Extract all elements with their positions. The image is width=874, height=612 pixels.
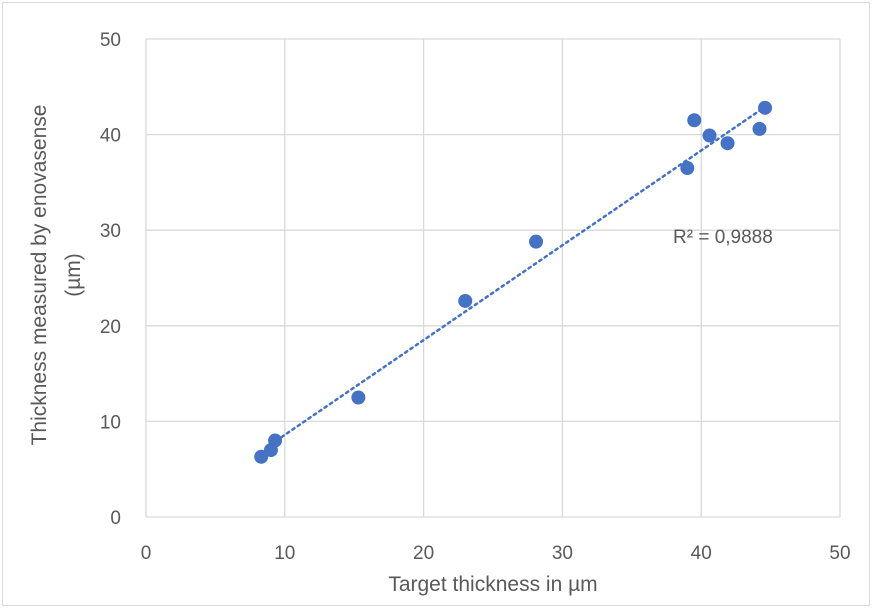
data-point [702,128,717,143]
data-point [529,234,544,249]
x-tick-label: 20 [413,543,434,564]
x-tick-label: 30 [552,543,573,564]
scatter-chart: 0 10 20 30 40 50 0 10 20 30 40 50 R² = 0,9888 Targe… [28,30,851,596]
data-point [752,121,767,136]
data-point [458,293,473,308]
y-tick-label: 10 [100,412,121,433]
x-axis-title: Target thickness in µm [388,573,597,596]
data-point [687,113,702,128]
x-tick-label: 0 [141,543,152,564]
data-point [351,390,366,405]
y-tick-label: 30 [100,221,121,242]
trendline-layer [269,105,767,446]
y-tick-label: 50 [100,30,121,51]
linear-trendline [269,105,767,446]
r-squared-annotation: R² = 0,9888 [673,227,773,248]
y-tick-label: 20 [100,317,121,338]
data-point [758,100,773,115]
y-tick-label: 40 [100,126,121,147]
y-axis-title-line-2: (µm) [62,253,85,297]
gridlines [145,38,841,518]
data-point [680,161,695,176]
data-point [268,433,283,448]
data-point [720,136,735,151]
y-axis-title-line-1: Thickness measured by enovasense [28,105,51,446]
tick-labels: 0 10 20 30 40 50 0 10 20 30 40 50 [100,30,851,564]
x-tick-label: 40 [691,543,712,564]
data-points [254,100,773,464]
y-tick-label: 0 [110,508,121,529]
x-tick-label: 10 [274,543,295,564]
y-axis-title: Thickness measured by enovasense (µm) [28,105,85,446]
x-tick-label: 50 [829,543,850,564]
